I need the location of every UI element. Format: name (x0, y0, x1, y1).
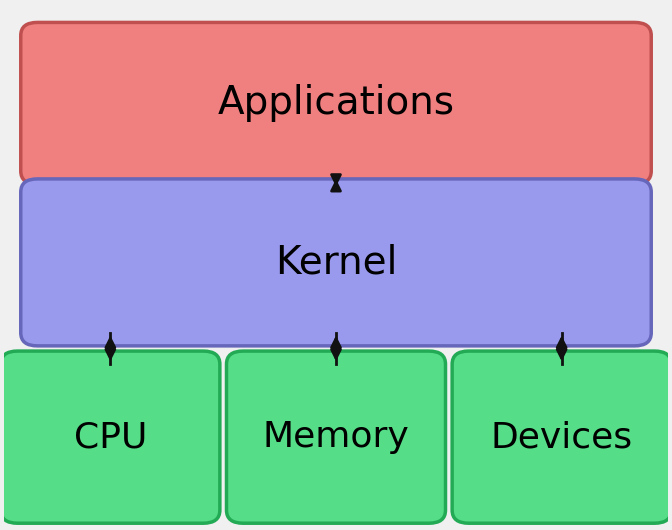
FancyBboxPatch shape (452, 351, 671, 523)
Text: Kernel: Kernel (275, 243, 397, 281)
Text: CPU: CPU (74, 420, 147, 454)
FancyBboxPatch shape (226, 351, 446, 523)
FancyBboxPatch shape (21, 179, 651, 346)
FancyBboxPatch shape (1, 351, 220, 523)
Text: Devices: Devices (491, 420, 633, 454)
Text: Memory: Memory (263, 420, 409, 454)
Text: Applications: Applications (218, 84, 454, 122)
FancyBboxPatch shape (21, 22, 651, 184)
